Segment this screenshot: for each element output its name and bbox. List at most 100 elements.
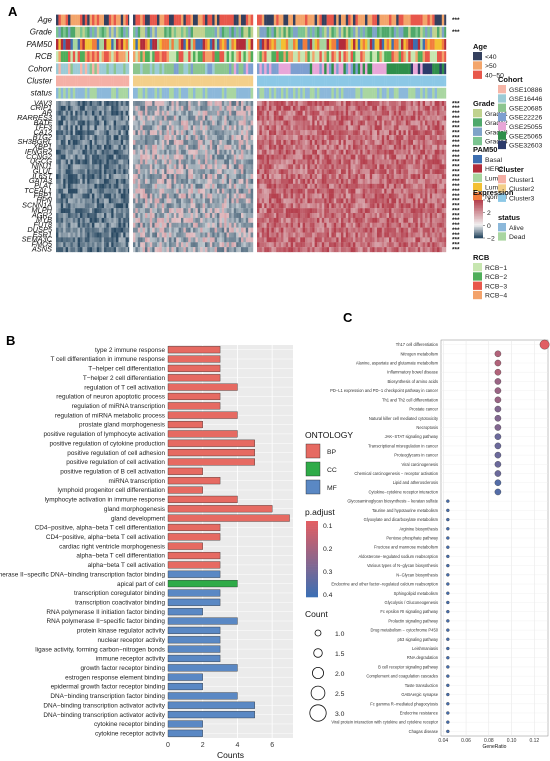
- annotation-cell: [324, 51, 327, 62]
- heatmap-cell: [219, 125, 222, 131]
- annotation-cell: [319, 75, 322, 87]
- heatmap-cell: [166, 247, 170, 253]
- heatmap-cell: [149, 149, 153, 155]
- heatmap-cell: [271, 169, 274, 175]
- annotation-cell: [224, 14, 227, 26]
- heatmap-cell: [236, 125, 239, 131]
- heatmap-cell: [116, 237, 119, 243]
- annotation-cell: [261, 75, 265, 87]
- heatmap-cell: [219, 154, 222, 160]
- heatmap-cell: [173, 135, 177, 141]
- annotation-cell: [77, 75, 81, 87]
- heatmap-cell: [178, 120, 182, 126]
- annotation-cell: [56, 26, 59, 38]
- heatmap-cell: [171, 130, 174, 136]
- heatmap-cell: [367, 144, 370, 150]
- annotation-cell: [224, 63, 227, 75]
- annotation-cell: [195, 51, 198, 62]
- heatmap-cell: [84, 213, 88, 219]
- annotation-cell: [104, 63, 107, 75]
- heatmap-cell: [205, 232, 208, 238]
- heatmap-cell: [259, 198, 262, 204]
- heatmap-cell: [92, 193, 95, 199]
- heatmap-cell: [264, 169, 267, 175]
- heatmap-cell: [108, 232, 112, 238]
- annotation-cell: [142, 14, 146, 26]
- heatmap-cell: [338, 149, 342, 155]
- annotation-cell: [195, 39, 198, 50]
- heatmap-cell: [353, 217, 356, 223]
- heatmap-cell: [96, 188, 100, 194]
- heatmap-cell: [307, 208, 310, 214]
- heatmap-cell: [314, 174, 318, 180]
- gene-label: AGR2: [31, 210, 52, 219]
- heatmap-cell: [338, 217, 342, 223]
- annotation-cell: [101, 26, 105, 38]
- annotation-cell: [65, 14, 69, 26]
- annotation-cell: [171, 87, 174, 99]
- annotation-cell: [233, 39, 237, 50]
- annotation-cell: [261, 26, 265, 38]
- heatmap-cell: [118, 227, 121, 233]
- heatmap-cell: [353, 115, 356, 121]
- heatmap-cell: [324, 105, 327, 111]
- heatmap-cell: [157, 227, 160, 233]
- heatmap-cell: [195, 203, 198, 209]
- heatmap-cell: [321, 154, 325, 160]
- heatmap-cell: [324, 242, 327, 248]
- heatmap-cell: [145, 120, 148, 126]
- heatmap-cell: [271, 139, 274, 145]
- heatmap-cell: [161, 237, 165, 243]
- heatmap-cell: [219, 105, 222, 111]
- heatmap-cell: [293, 169, 296, 175]
- heatmap-cell: [142, 159, 146, 165]
- heatmap-cell: [219, 164, 222, 170]
- annotation-cell: [87, 87, 90, 99]
- heatmap-cell: [111, 174, 114, 180]
- heatmap-cell: [142, 217, 146, 223]
- heatmap-cell: [369, 203, 373, 209]
- heatmap-cell: [305, 110, 308, 116]
- heatmap-cell: [257, 149, 260, 155]
- heatmap-cell: [264, 174, 267, 180]
- heatmap-cell: [309, 213, 313, 219]
- heatmap-cell: [116, 115, 119, 121]
- heatmap-cell: [307, 120, 310, 126]
- annotation-cell: [173, 14, 177, 26]
- heatmap-cell: [70, 135, 73, 141]
- heatmap-cell: [312, 198, 315, 204]
- annotation-cell: [116, 14, 119, 26]
- heatmap-cell: [137, 169, 141, 175]
- heatmap-cell: [161, 125, 165, 131]
- heatmap-cell: [273, 115, 277, 121]
- heatmap-cell: [293, 193, 296, 199]
- annotation-cell: [108, 87, 112, 99]
- heatmap-cell: [367, 105, 370, 111]
- heatmap-cell: [125, 237, 129, 243]
- heatmap-cell: [68, 208, 71, 214]
- heatmap-cell: [113, 105, 117, 111]
- heatmap-cell: [65, 203, 69, 209]
- annotation-cell: [176, 75, 179, 87]
- heatmap-cell: [307, 101, 310, 107]
- heatmap-cell: [288, 174, 291, 180]
- heatmap-cell: [297, 139, 301, 145]
- heatmap-cell: [207, 198, 210, 204]
- heatmap-cell: [281, 193, 284, 199]
- gene-significance: ***: [452, 159, 460, 166]
- annotation-cell: [161, 39, 165, 50]
- annotation-cell: [176, 51, 179, 62]
- annotation-cell: [183, 51, 186, 62]
- heatmap-cell: [224, 101, 227, 107]
- heatmap-cell: [243, 110, 246, 116]
- heatmap-cell: [205, 208, 208, 214]
- heatmap-cell: [333, 237, 337, 243]
- heatmap-cell: [152, 178, 155, 184]
- annotation-cell: [190, 39, 194, 50]
- heatmap-cell: [82, 169, 85, 175]
- heatmap-cell: [116, 110, 119, 116]
- annotation-cell: [245, 87, 249, 99]
- heatmap-cell: [135, 149, 138, 155]
- annotation-cell: [326, 87, 330, 99]
- heatmap-cell: [217, 227, 220, 233]
